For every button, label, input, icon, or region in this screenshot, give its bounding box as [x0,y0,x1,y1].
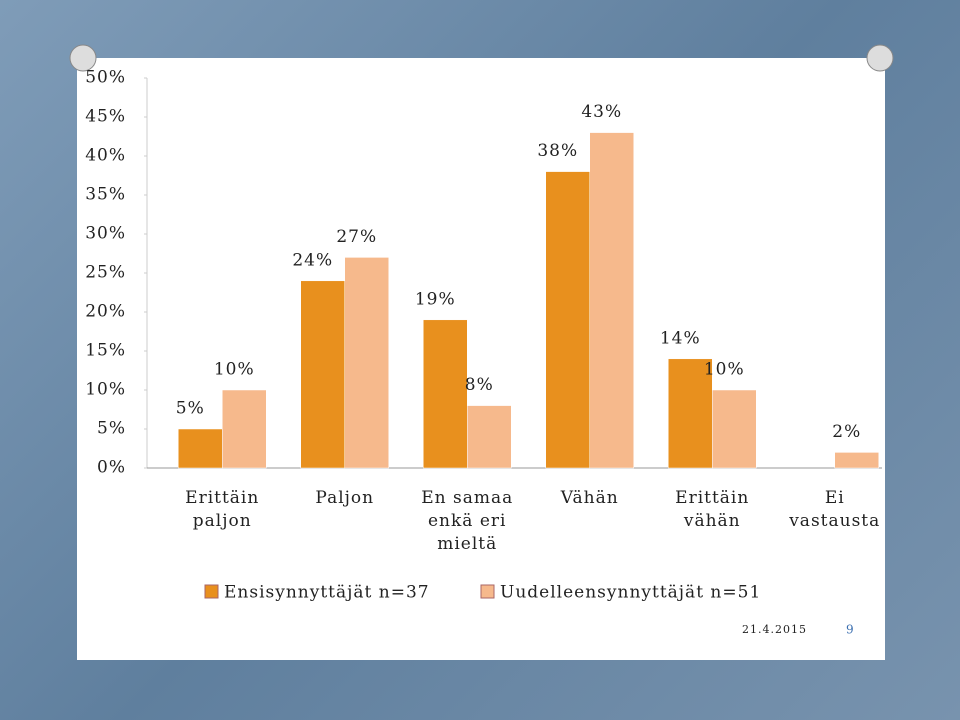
bar [300,280,345,469]
legend-label: Ensisynnyttäjät n=37 [224,583,430,603]
data-label: 5% [176,399,205,419]
data-label: 10% [214,360,255,380]
y-tick-label: 30% [85,224,126,244]
pin [866,44,894,72]
bar [423,319,468,469]
page-number: 9 [846,623,855,637]
data-label: 19% [415,289,456,309]
data-label: 27% [336,227,377,247]
legend-label: Uudelleensynnyttäjät n=51 [500,583,761,603]
slide-panel [77,58,885,660]
bar [712,389,757,469]
bar [545,171,590,469]
y-tick-label: 5% [97,419,126,439]
bar [178,428,223,469]
bar [222,389,267,469]
y-tick-label: 35% [85,185,126,205]
data-label: 10% [704,360,745,380]
pin [69,44,97,72]
x-tick-label: En samaa enkä eri mieltä [421,488,514,554]
data-label: 38% [537,141,578,161]
x-tick-label: Erittäin paljon [185,488,260,531]
legend-swatch [204,584,219,599]
bar [668,358,713,469]
data-label: 14% [660,328,701,348]
bar [589,132,634,469]
bar [467,405,512,469]
x-tick-label: Ei vastausta [789,488,881,531]
data-label: 2% [832,422,861,442]
x-tick-label: Paljon [315,488,375,508]
y-tick-label: 10% [85,380,126,400]
legend-swatch [480,584,495,599]
bar [834,452,879,469]
y-tick-label: 25% [85,263,126,283]
y-tick-label: 0% [97,458,126,478]
data-label: 24% [292,250,333,270]
data-label: 43% [581,102,622,122]
y-tick-label: 50% [85,68,126,88]
y-tick-label: 40% [85,146,126,166]
x-tick-label: Erittäin vähän [675,488,750,531]
footer-date: 21.4.2015 [742,623,807,636]
data-label: 8% [465,375,494,395]
y-tick-label: 45% [85,107,126,127]
x-tick-label: Vähän [560,488,619,508]
y-tick-label: 20% [85,302,126,322]
bar [344,257,389,469]
y-tick-label: 15% [85,341,126,361]
